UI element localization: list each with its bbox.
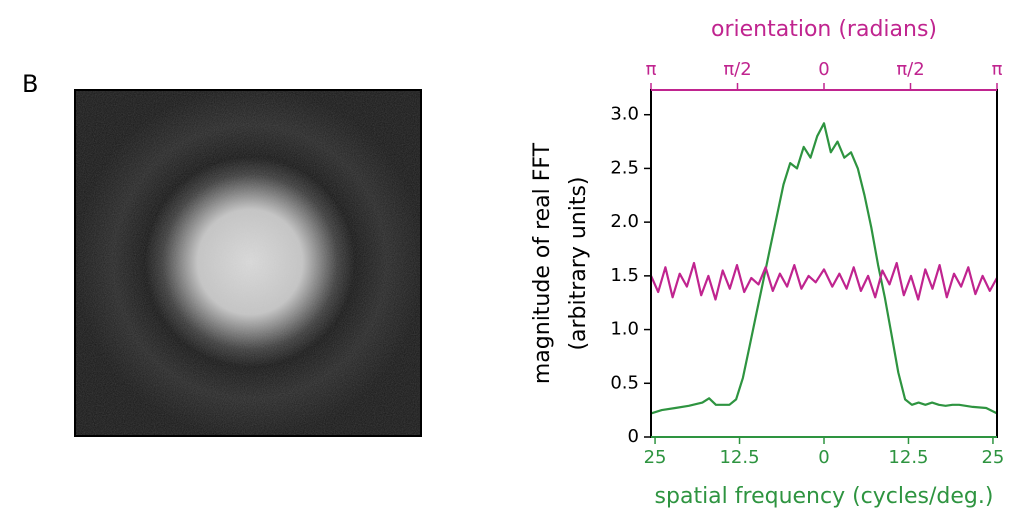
x2-axis-label: orientation (radians) bbox=[711, 17, 937, 42]
y-tick-label: 2.0 bbox=[610, 211, 639, 232]
y-tick-label: 3.0 bbox=[610, 104, 639, 125]
y-tick-label: 2.5 bbox=[610, 157, 639, 178]
chart: 0 0.5 1.0 1.5 2.0 2.5 3.0 25 12.5 0 12.5 25 π π/2 0 π/2… bbox=[530, 17, 1004, 509]
data-line bbox=[650, 122, 998, 415]
x-tick-label: 0 bbox=[818, 447, 829, 468]
x-tick-label: 12.5 bbox=[719, 447, 759, 468]
y-tick-label: 1.5 bbox=[610, 265, 639, 286]
y-axis-label: (arbitrary units) bbox=[566, 176, 591, 350]
x-tick-label: 12.5 bbox=[888, 447, 928, 468]
x2-tick-label: π/2 bbox=[896, 59, 924, 80]
x-tick-label: 25 bbox=[981, 447, 1004, 468]
data-line bbox=[650, 261, 998, 301]
x2-tick-label: π/2 bbox=[723, 59, 751, 80]
x2-tick-label: 0 bbox=[818, 59, 829, 80]
x2-tick-label: π bbox=[992, 59, 1003, 80]
y-tick-label: 0 bbox=[628, 426, 639, 447]
y-axis-label: magnitude of real FFT bbox=[530, 142, 555, 384]
panel-label: B bbox=[22, 70, 38, 98]
plot-frame bbox=[650, 89, 998, 438]
y-tick-label: 1.0 bbox=[610, 319, 639, 340]
x2-tick-label: π bbox=[646, 59, 657, 80]
y-tick-label: 0.5 bbox=[610, 372, 639, 393]
x-tick-label: 25 bbox=[644, 447, 667, 468]
image-noise bbox=[76, 91, 420, 435]
x-axis-label: spatial frequency (cycles/deg.) bbox=[655, 484, 994, 509]
